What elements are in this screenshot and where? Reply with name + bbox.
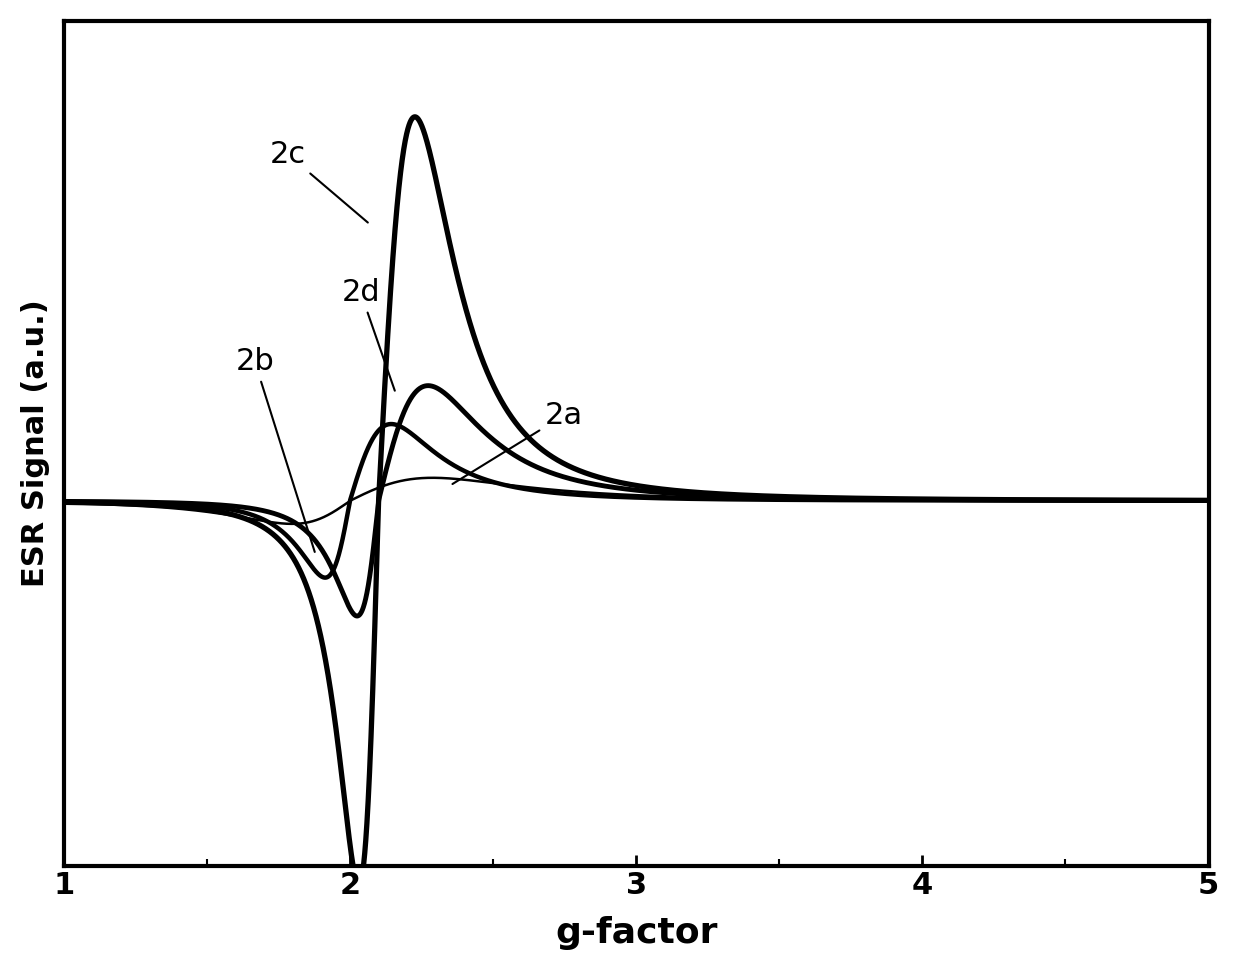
Text: 2d: 2d [341,278,394,390]
Y-axis label: ESR Signal (a.u.): ESR Signal (a.u.) [21,299,50,587]
Text: 2c: 2c [270,140,368,222]
Text: 2b: 2b [236,348,315,552]
X-axis label: g-factor: g-factor [554,917,718,951]
Text: 2a: 2a [453,401,583,484]
